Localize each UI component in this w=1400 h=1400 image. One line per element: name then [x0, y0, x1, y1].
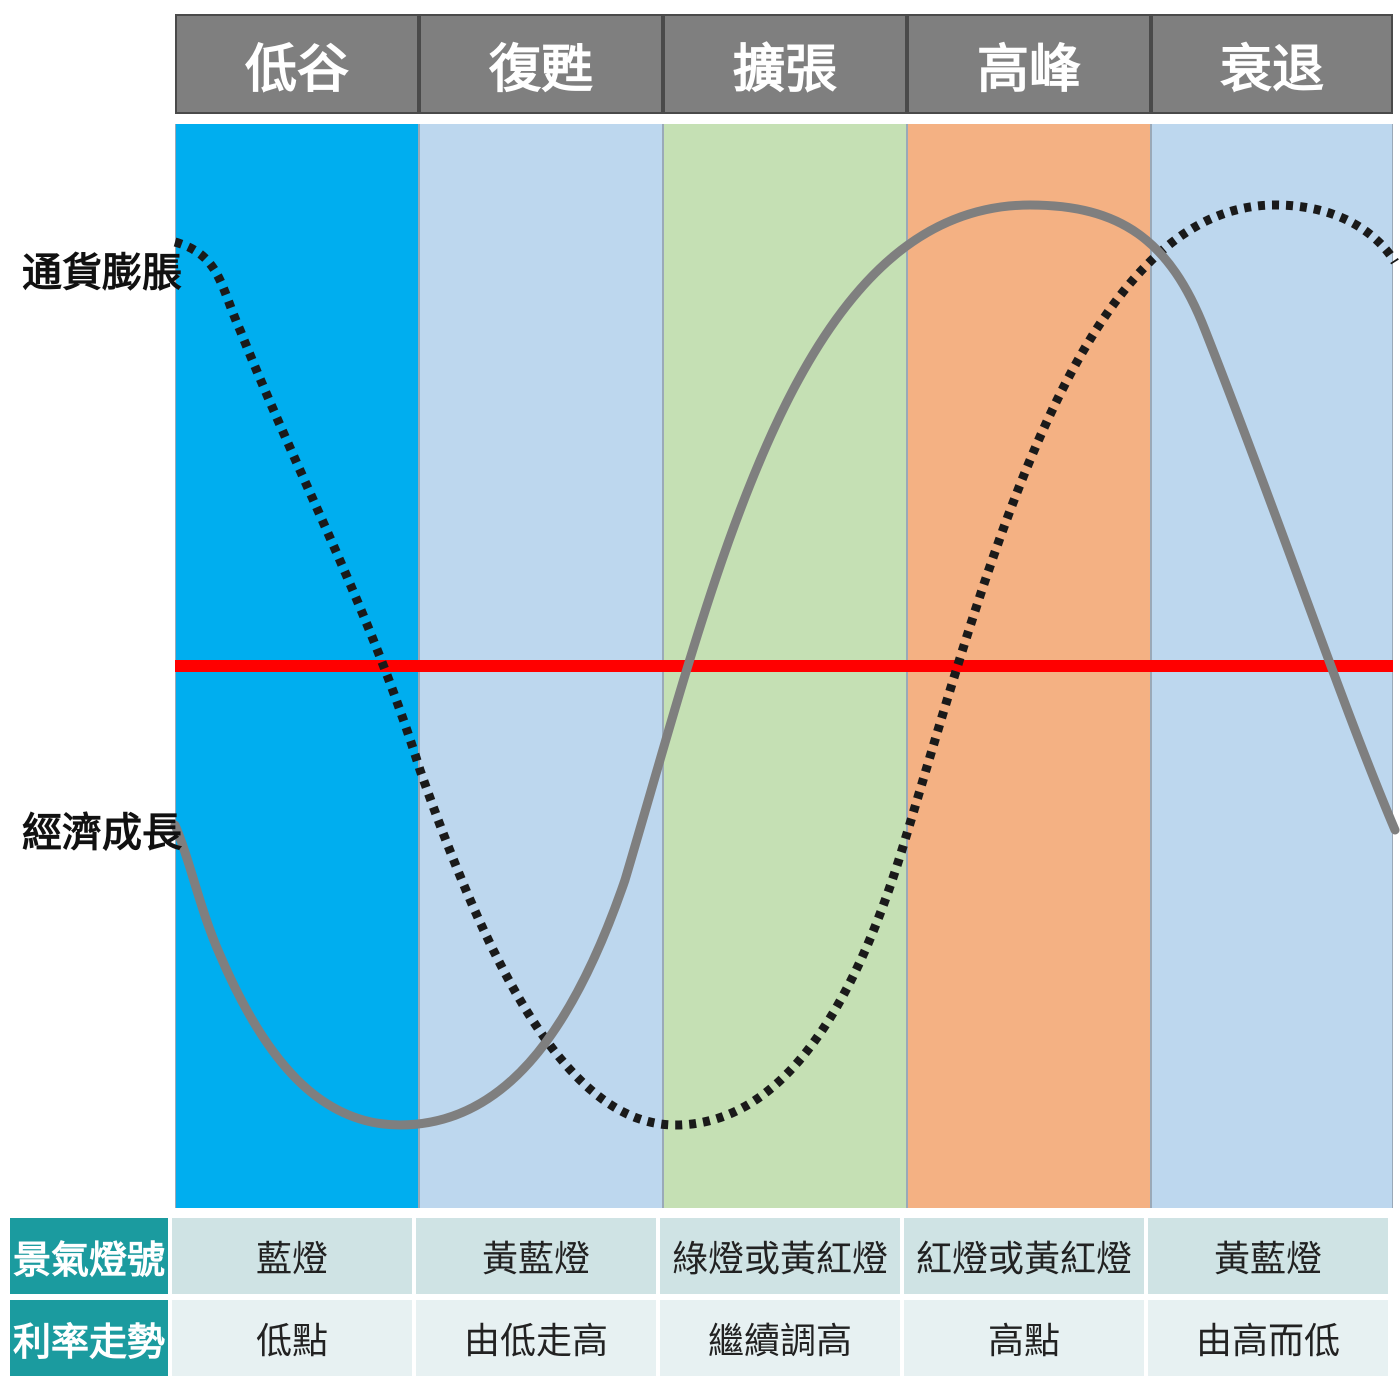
- phase-header-recovery: 復甦: [419, 14, 663, 114]
- growth-label: 經濟成長: [22, 809, 182, 856]
- row-header-rate: 利率走勢: [8, 1298, 170, 1378]
- table-row-rate: 利率走勢 低點 由低走高 繼續調高 高點 由高而低: [8, 1298, 1390, 1378]
- cell-rate-expansion: 繼續調高: [658, 1298, 902, 1378]
- cell-rate-recovery: 由低走高: [414, 1298, 658, 1378]
- cell-signal-expansion: 綠燈或黃紅燈: [658, 1216, 902, 1296]
- phase-header-recession: 衰退: [1151, 14, 1393, 114]
- cell-signal-recession: 黃藍燈: [1146, 1216, 1390, 1296]
- phase-header-expansion: 擴張: [663, 14, 907, 114]
- cell-signal-trough: 藍燈: [170, 1216, 414, 1296]
- row-header-signal: 景氣燈號: [8, 1216, 170, 1296]
- cell-rate-trough: 低點: [170, 1298, 414, 1378]
- cell-rate-recession: 由高而低: [1146, 1298, 1390, 1378]
- growth-curve: [170, 200, 1400, 1130]
- cell-signal-recovery: 黃藍燈: [414, 1216, 658, 1296]
- inflation-label: 通貨膨脹: [22, 249, 182, 296]
- cell-signal-peak: 紅燈或黃紅燈: [902, 1216, 1146, 1296]
- phase-header-peak: 高峰: [907, 14, 1151, 114]
- cell-rate-peak: 高點: [902, 1298, 1146, 1378]
- inflation-curve: [173, 200, 1399, 1130]
- phase-header-trough: 低谷: [175, 14, 419, 114]
- table-row-signal: 景氣燈號 藍燈 黃藍燈 綠燈或黃紅燈 紅燈或黃紅燈 黃藍燈: [8, 1216, 1390, 1296]
